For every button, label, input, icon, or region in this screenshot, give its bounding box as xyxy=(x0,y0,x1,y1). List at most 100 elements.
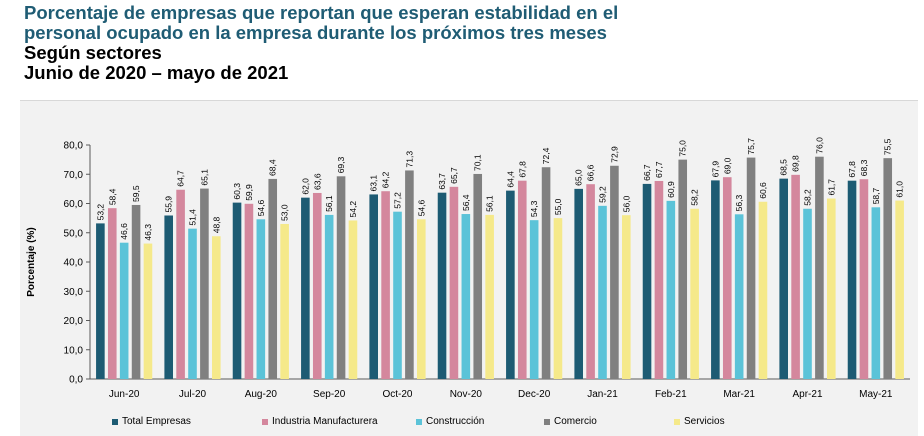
chart-subtitle-sector: Según sectores xyxy=(24,42,162,63)
bar-industria-manufacturera xyxy=(791,174,800,379)
data-label: 64,4 xyxy=(505,171,515,188)
data-label: 53,0 xyxy=(280,204,290,221)
bar-industria-manufacturera xyxy=(859,179,869,379)
data-label: 65,1 xyxy=(199,169,209,186)
x-category-label: Mar-21 xyxy=(723,389,755,400)
y-axis-title: Porcentaje (%) xyxy=(26,227,37,296)
data-label: 72,4 xyxy=(541,147,551,164)
bar-industria-manufacturera xyxy=(586,184,595,379)
bar-comercio xyxy=(473,173,483,379)
data-label: 64,7 xyxy=(176,170,186,187)
data-label: 54,6 xyxy=(416,199,426,216)
data-label: 75,0 xyxy=(678,140,688,157)
data-label: 68,4 xyxy=(268,159,278,176)
data-label: 63,7 xyxy=(437,173,447,190)
bar-industria-manufacturera xyxy=(312,192,322,379)
bar-total-empresas xyxy=(847,180,857,379)
data-label: 69,3 xyxy=(336,156,346,173)
bar-total-empresas xyxy=(164,215,173,379)
data-label: 59,5 xyxy=(131,185,141,202)
legend-label: Industria Manufacturera xyxy=(272,416,378,427)
bar-total-empresas xyxy=(779,178,788,379)
legend-item: Total Empresas xyxy=(112,416,262,427)
data-label: 60,9 xyxy=(666,181,676,198)
bar-construccion xyxy=(529,220,539,379)
bar-comercio xyxy=(405,170,414,379)
bar-servicios xyxy=(143,243,153,379)
legend-swatch xyxy=(416,418,422,425)
x-category-label: Oct-20 xyxy=(382,389,412,400)
data-label: 54,3 xyxy=(529,200,539,217)
bar-servicios xyxy=(280,223,289,379)
legend-label: Total Empresas xyxy=(122,416,191,427)
chart-title-line-2: personal ocupado en la empresa durante l… xyxy=(24,22,607,43)
bar-comercio xyxy=(200,188,209,379)
y-tick-label: 50,0 xyxy=(64,228,84,239)
bar-total-empresas xyxy=(437,192,447,379)
bar-industria-manufacturera xyxy=(176,189,185,379)
data-label: 69,8 xyxy=(791,155,801,172)
data-label: 63,1 xyxy=(369,175,379,192)
bar-construccion xyxy=(803,208,812,379)
data-label: 51,4 xyxy=(188,209,198,226)
bar-total-empresas xyxy=(642,183,652,379)
bar-construccion xyxy=(461,214,471,379)
bar-industria-manufacturera xyxy=(449,186,459,379)
data-label: 65,7 xyxy=(449,167,459,184)
data-label: 75,5 xyxy=(883,138,893,155)
data-label: 57,2 xyxy=(393,192,403,209)
bar-servicios xyxy=(212,236,221,379)
x-category-label: Jan-21 xyxy=(587,389,618,400)
bar-comercio xyxy=(268,178,278,379)
data-label: 61,0 xyxy=(895,181,905,198)
bar-construccion xyxy=(871,207,881,379)
bar-servicios xyxy=(348,220,358,379)
bar-industria-manufacturera xyxy=(244,203,254,379)
data-label: 56,3 xyxy=(734,195,744,212)
x-category-label: Dec-20 xyxy=(518,389,551,400)
data-label: 55,0 xyxy=(553,198,563,215)
data-label: 58,2 xyxy=(803,189,813,206)
chart-subtitle-period: Junio de 2020 – mayo de 2021 xyxy=(24,62,289,83)
y-tick-label: 30,0 xyxy=(64,287,84,298)
y-tick-label: 40,0 xyxy=(64,258,84,269)
bar-total-empresas xyxy=(711,180,720,379)
bar-total-empresas xyxy=(232,202,242,379)
bar-total-empresas xyxy=(301,197,310,379)
data-label: 56,4 xyxy=(461,194,471,211)
data-label: 58,4 xyxy=(107,188,117,205)
bar-chart: Porcentaje (%) 0,0 10,0 20,0 30,0 40,0 50,0 60,… xyxy=(26,137,910,400)
x-category-label: Apr-21 xyxy=(792,389,822,400)
x-category-label: Feb-21 xyxy=(655,389,687,400)
data-label: 67,8 xyxy=(847,161,857,178)
bar-construccion xyxy=(324,214,334,379)
bar-construccion xyxy=(256,219,266,379)
legend-label: Comercio xyxy=(554,416,597,427)
bar-servicios xyxy=(485,214,494,379)
data-label: 54,6 xyxy=(256,199,266,216)
data-label: 66,7 xyxy=(642,164,652,181)
data-label: 61,7 xyxy=(826,179,836,196)
bar-construccion xyxy=(188,228,197,379)
chart-title-block: Porcentaje de empresas que reportan que … xyxy=(24,3,618,83)
bar-total-empresas xyxy=(369,194,378,379)
bar-servicios xyxy=(417,219,426,379)
x-category-label: Jul-20 xyxy=(179,389,207,400)
data-label: 46,6 xyxy=(119,223,129,240)
data-label: 68,3 xyxy=(859,159,869,176)
bar-comercio xyxy=(883,158,893,379)
x-category-label: May-21 xyxy=(859,389,893,400)
bar-servicios xyxy=(827,198,836,379)
x-category-label: Jun-20 xyxy=(109,389,140,400)
bar-industria-manufacturera xyxy=(381,191,390,379)
legend-item: Comercio xyxy=(544,416,674,427)
data-label: 48,8 xyxy=(211,216,221,233)
data-label: 56,1 xyxy=(485,195,495,212)
bar-servicios xyxy=(690,208,699,379)
bar-comercio xyxy=(336,176,346,379)
chart-area: Porcentaje (%) 0,0 10,0 20,0 30,0 40,0 50,0 60,… xyxy=(20,100,918,436)
x-category-label: Sep-20 xyxy=(313,389,346,400)
bar-total-empresas xyxy=(574,188,583,379)
data-label: 65,0 xyxy=(574,169,584,186)
bar-construccion xyxy=(393,211,402,379)
